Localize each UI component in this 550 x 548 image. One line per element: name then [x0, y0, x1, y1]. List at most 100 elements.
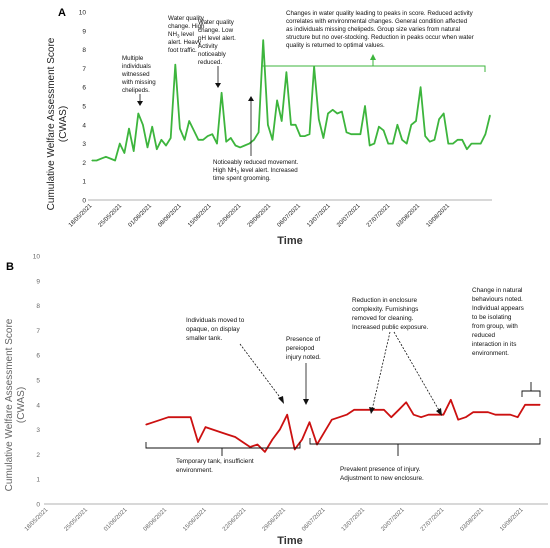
data-point [392, 143, 394, 145]
data-point [137, 112, 139, 115]
annotation-text: smaller tank. [186, 335, 222, 342]
data-point [299, 135, 301, 137]
x-tick-label: 13/07/2021 [306, 203, 332, 229]
data-point [128, 128, 130, 130]
data-point [165, 144, 167, 147]
x-tick-label: 29/06/2021 [262, 507, 288, 533]
panel-b-annotation-3: Reduction in enclosure complexity. Furni… [352, 297, 442, 416]
data-point [452, 143, 454, 145]
data-point [438, 118, 440, 120]
annotation-bracket [521, 390, 541, 397]
annotation-text: foot traffic. [168, 47, 197, 54]
data-point [429, 141, 431, 143]
data-point [212, 429, 214, 431]
data-point [239, 146, 241, 148]
data-point [142, 124, 144, 126]
annotation-text: Changes in water quality leading to peak… [286, 10, 474, 17]
data-point [105, 156, 107, 158]
data-point [398, 409, 400, 411]
x-tick-label: 22/06/2021 [222, 507, 248, 533]
annotation-text: alert. Heavy [168, 39, 202, 46]
data-point [184, 139, 186, 141]
panel-b-annotation-5: Temporary tank, insufficient environment… [145, 442, 301, 474]
data-point [295, 124, 297, 126]
data-point [336, 112, 338, 115]
annotation-text: to be isolating [472, 314, 512, 321]
data-point [390, 416, 392, 418]
panel-a: A Cumulative Welfare Assessment Score (C… [46, 7, 492, 247]
data-point [197, 441, 199, 443]
data-point [539, 404, 541, 406]
data-point [353, 409, 355, 411]
x-tick-label: 06/07/2021 [301, 507, 327, 533]
data-point [91, 159, 93, 162]
data-point [234, 144, 237, 147]
data-point [341, 111, 343, 113]
data-point [484, 133, 486, 135]
data-point [401, 139, 403, 141]
annotation-arrowhead [278, 396, 284, 404]
data-point [244, 144, 246, 147]
x-tick-label: 25/05/2021 [98, 203, 124, 229]
y-tick-label: 0 [82, 198, 86, 205]
annotation-text: NH3 level [168, 31, 194, 39]
data-point [346, 414, 348, 416]
data-point [457, 139, 459, 141]
annotation-text: as individuals missing chelipeds. Group … [286, 26, 460, 33]
data-point [271, 139, 274, 141]
data-point [420, 416, 422, 418]
data-point [114, 159, 116, 162]
data-point [517, 416, 519, 418]
annotation-bracket [145, 442, 301, 449]
panel-b-x-axis-label: Time [277, 535, 302, 547]
data-point [443, 112, 445, 115]
data-point [361, 409, 363, 411]
data-point [175, 416, 177, 418]
panel-b-label: B [6, 261, 14, 273]
data-point [308, 133, 311, 135]
data-point [230, 137, 232, 139]
y-tick-label: 3 [36, 427, 40, 434]
annotation-text: structure but no over-stocking. Reductio… [286, 34, 474, 41]
x-tick-label: 22/06/2021 [217, 203, 243, 229]
panel-a-y-ticks: 0 1 2 3 4 5 6 7 8 9 10 [79, 10, 87, 205]
data-point [355, 133, 357, 135]
x-tick-label: 18/05/2021 [24, 507, 50, 533]
annotation-arrow [239, 343, 283, 401]
x-tick-label: 08/06/2021 [157, 203, 183, 229]
data-point [415, 120, 417, 122]
data-point [532, 404, 534, 406]
annotation-text: quality is returned to optimal values. [286, 42, 385, 49]
data-point [308, 421, 311, 423]
y-tick-label: 7 [82, 66, 86, 73]
data-point [427, 414, 430, 416]
panel-b-annotation-2: Presence of pereiopod injury noted. [286, 336, 321, 405]
y-tick-label: 4 [36, 402, 40, 409]
annotation-text: Water quality [198, 19, 235, 26]
x-tick-label: 13/07/2021 [341, 507, 367, 533]
data-point [256, 443, 259, 446]
data-point [276, 99, 278, 101]
data-point [369, 144, 371, 147]
data-point [323, 431, 325, 433]
data-point [264, 451, 266, 453]
data-point [479, 411, 482, 413]
panel-a-y-axis-label-line2: (CWAS) [58, 106, 69, 142]
y-tick-label: 2 [36, 452, 40, 459]
data-point [424, 135, 426, 137]
annotation-text: complexity. Furnishings [352, 306, 418, 313]
panel-a-y-axis-label-line1: Cumulative Welfare Assessment Score [46, 37, 57, 210]
annotation-text: Presence of [286, 336, 320, 343]
panel-b-y-axis-label-line1: Cumulative Welfare Assessment Score [4, 318, 15, 491]
data-point [281, 120, 283, 122]
y-tick-label: 10 [33, 254, 41, 261]
panel-b-x-ticks: 18/05/2021 25/05/2021 01/06/2021 08/06/2021… [24, 507, 525, 533]
data-point [318, 118, 320, 120]
y-tick-label: 9 [82, 28, 86, 35]
x-tick-label: 27/07/2021 [420, 507, 446, 533]
data-point [234, 436, 236, 438]
annotation-arrow [371, 331, 391, 411]
annotation-arrowhead [369, 407, 375, 414]
annotation-text: Prevalent presence of injury. [340, 466, 421, 473]
data-point [442, 414, 444, 416]
